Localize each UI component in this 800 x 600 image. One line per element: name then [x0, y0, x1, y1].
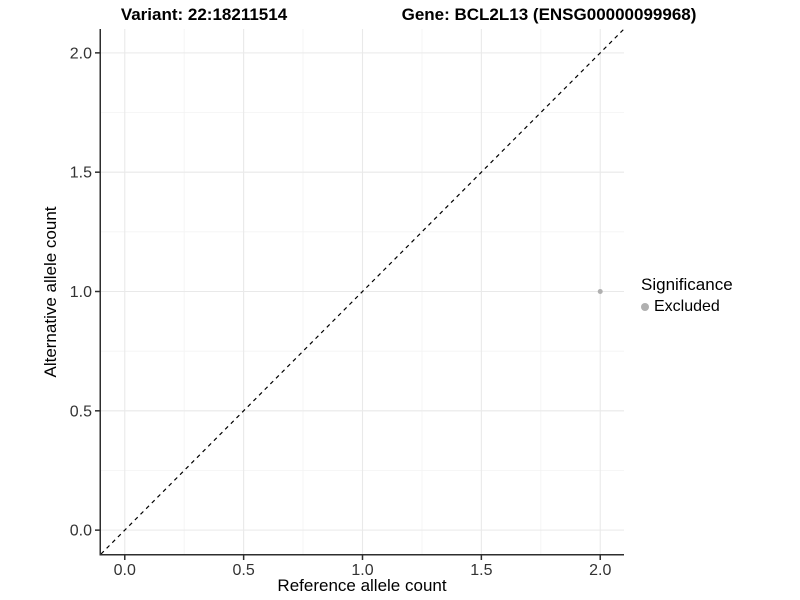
- plot-title-variant: Variant: 22:18211514: [120, 5, 288, 24]
- legend-title: Significance: [641, 275, 733, 294]
- data-point: [597, 289, 603, 294]
- plot-title-gene: Gene: BCL2L13 (ENSG00000099968): [401, 5, 697, 24]
- x-tick-label: 1.0: [351, 562, 373, 579]
- y-tick-label: 1.5: [70, 165, 92, 182]
- legend-item-excluded: Excluded: [641, 298, 733, 316]
- legend-item-label: Excluded: [654, 298, 720, 315]
- legend-point-icon: [641, 303, 649, 311]
- y-tick-label: 0.5: [70, 403, 92, 420]
- y-tick-label: 1.0: [70, 284, 92, 301]
- x-tick-label: 2.0: [589, 562, 611, 579]
- y-tick-label: 0.0: [70, 523, 92, 540]
- x-axis-title: Reference allele count: [277, 576, 447, 595]
- legend: Significance Excluded: [641, 275, 733, 316]
- x-tick-label: 1.5: [470, 562, 492, 579]
- x-tick-label: 0.0: [114, 562, 136, 579]
- y-tick-label: 2.0: [70, 45, 92, 62]
- x-tick-label: 0.5: [233, 562, 255, 579]
- identity-line: [100, 28, 625, 555]
- y-axis-title: Alternative allele count: [41, 206, 60, 378]
